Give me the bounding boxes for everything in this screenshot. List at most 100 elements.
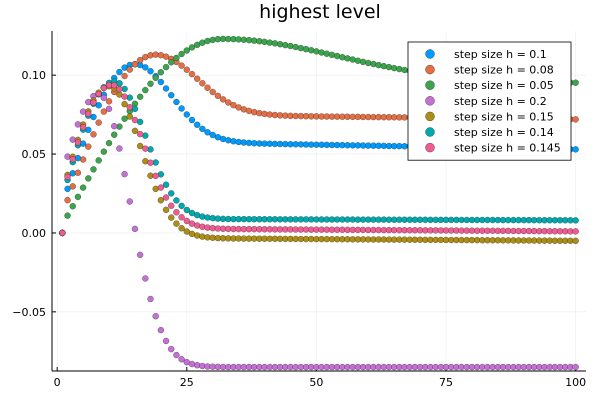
data-point <box>365 59 372 67</box>
data-point <box>95 119 102 126</box>
data-point <box>147 68 154 75</box>
data-point <box>204 224 211 231</box>
data-point <box>105 139 113 147</box>
data-point <box>396 65 403 73</box>
data-point <box>69 183 76 190</box>
data-point <box>168 59 175 66</box>
y-tick-label: 0.05 <box>22 148 47 161</box>
legend-marker <box>425 96 435 106</box>
data-point <box>204 129 211 136</box>
data-point <box>173 209 180 216</box>
data-point <box>240 106 247 113</box>
legend-label: step size h = 0.15 <box>454 110 554 123</box>
data-point <box>271 40 279 47</box>
legend-marker <box>425 111 435 122</box>
y-tick-label: 0.10 <box>22 69 47 82</box>
data-point <box>111 131 118 138</box>
data-point <box>147 159 154 166</box>
data-point <box>188 71 196 78</box>
data-point <box>323 50 330 57</box>
data-point <box>64 197 71 204</box>
data-point <box>137 142 144 150</box>
data-point <box>287 42 294 50</box>
data-point <box>230 138 237 145</box>
data-point <box>142 145 149 152</box>
data-point <box>204 214 211 221</box>
y-tick-label: 0.00 <box>22 227 47 240</box>
data-point <box>194 232 201 239</box>
data-point <box>572 79 579 86</box>
legend-label: step size h = 0.145 <box>454 142 561 155</box>
data-point <box>199 213 206 220</box>
data-point <box>204 84 211 91</box>
data-point <box>168 202 175 209</box>
data-point <box>349 56 356 63</box>
data-point <box>370 60 377 68</box>
data-point <box>162 337 170 345</box>
legend-marker <box>425 80 435 90</box>
data-point <box>173 220 180 227</box>
data-point <box>142 86 149 94</box>
data-point <box>173 197 180 204</box>
data-point <box>116 145 123 152</box>
data-point <box>256 110 263 117</box>
data-point <box>79 184 87 191</box>
data-point <box>178 214 185 221</box>
data-point <box>111 82 118 89</box>
data-point <box>199 223 206 230</box>
data-point <box>178 50 185 58</box>
data-point <box>199 125 206 132</box>
data-point <box>168 214 175 221</box>
data-point <box>126 94 133 101</box>
data-point <box>380 63 387 70</box>
data-point <box>183 206 190 214</box>
data-point <box>194 211 201 219</box>
data-point <box>142 158 149 165</box>
legend-label: step size h = 0.2 <box>454 95 547 108</box>
data-point <box>256 38 263 45</box>
data-point <box>121 171 128 178</box>
data-point <box>162 181 170 188</box>
data-point <box>85 143 92 150</box>
data-point <box>64 212 71 219</box>
data-point <box>121 100 128 108</box>
data-point <box>162 53 170 60</box>
legend-marker <box>425 64 435 75</box>
data-point <box>157 52 164 59</box>
data-point <box>157 326 164 334</box>
data-point <box>401 66 408 74</box>
data-point <box>219 96 227 103</box>
data-point <box>282 41 289 49</box>
data-point <box>178 202 185 209</box>
data-point <box>126 113 133 120</box>
data-point <box>334 52 341 60</box>
data-point <box>318 49 325 56</box>
data-point <box>116 85 123 93</box>
data-point <box>194 75 201 82</box>
data-point <box>188 44 196 51</box>
data-point <box>188 230 196 238</box>
data-point <box>85 110 92 117</box>
data-point <box>131 127 139 134</box>
data-point <box>95 102 102 109</box>
data-point <box>79 140 87 147</box>
data-point <box>188 360 196 368</box>
data-point <box>572 228 579 235</box>
data-point <box>157 197 164 204</box>
data-point <box>105 105 113 112</box>
data-point <box>173 98 180 106</box>
data-point <box>147 146 154 153</box>
data-point <box>328 51 336 58</box>
data-point <box>142 275 149 282</box>
data-point <box>126 66 133 73</box>
data-point <box>183 66 190 73</box>
x-tick-label: 0 <box>54 376 61 389</box>
data-point <box>276 41 284 48</box>
data-point <box>266 39 273 46</box>
legend-label: step size h = 0.14 <box>454 126 554 139</box>
data-point <box>297 44 304 52</box>
legend-label: step size h = 0.1 <box>454 48 547 61</box>
data-point <box>64 173 71 181</box>
data-point <box>131 116 139 124</box>
